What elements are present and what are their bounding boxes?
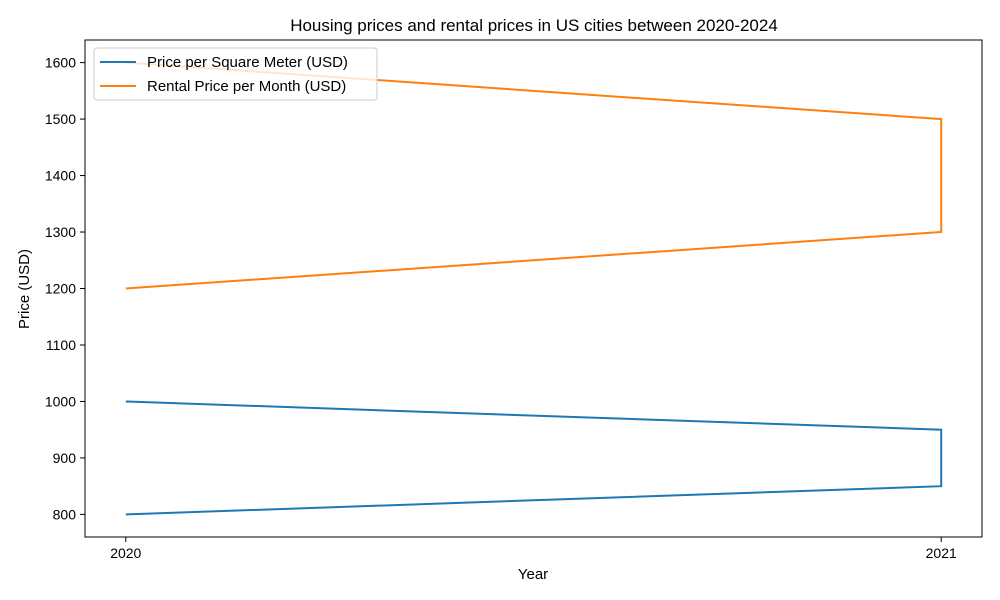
y-axis: 800 900 1000 1100 1200 1300 1400 1500 1600 bbox=[45, 55, 85, 522]
legend: Price per Square Meter (USD) Rental Price… bbox=[93, 47, 378, 101]
y-tick-label: 800 bbox=[53, 506, 77, 522]
y-tick-label: 1400 bbox=[45, 168, 76, 184]
series-line-1 bbox=[125, 400, 943, 516]
y-tick-label: 1500 bbox=[45, 111, 76, 127]
series-line-2 bbox=[125, 61, 943, 290]
y-axis-label: Price (USD) bbox=[16, 249, 33, 329]
legend-label: Price per Square Meter (USD) bbox=[147, 54, 348, 71]
legend-label: Rental Price per Month (USD) bbox=[147, 78, 346, 95]
y-tick-label: 1000 bbox=[45, 393, 76, 409]
legend-box bbox=[93, 47, 378, 101]
x-tick-label: 2020 bbox=[110, 545, 141, 561]
x-axis-label: Year bbox=[518, 566, 548, 583]
y-tick-label: 1200 bbox=[45, 281, 76, 297]
x-tick-label: 2021 bbox=[926, 545, 957, 561]
y-tick-label: 1600 bbox=[45, 55, 76, 71]
series-layer bbox=[125, 61, 943, 516]
x-axis: 2020 2021 bbox=[110, 537, 957, 561]
y-tick-label: 900 bbox=[53, 450, 77, 466]
y-tick-label: 1300 bbox=[45, 224, 76, 240]
chart-title: Housing prices and rental prices in US c… bbox=[290, 16, 778, 35]
y-tick-label: 1100 bbox=[46, 337, 76, 353]
